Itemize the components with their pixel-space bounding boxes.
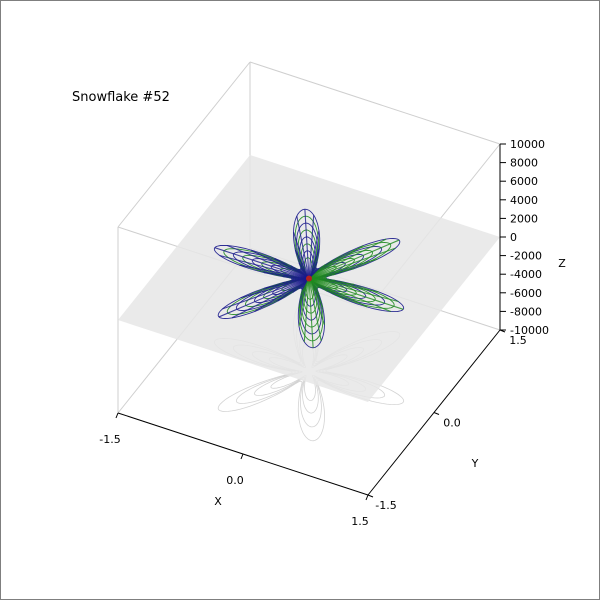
y-tick-label: -1.5 <box>375 499 396 512</box>
y-axis-label: Y <box>471 457 479 470</box>
snowflake-spoke <box>298 278 310 327</box>
y-tick-label: 0.0 <box>443 417 461 430</box>
x-tick-mark <box>240 453 244 460</box>
snowflake-spoke <box>308 278 324 308</box>
z-tick-label: 4000 <box>510 194 538 207</box>
z-tick-label: 8000 <box>510 157 538 170</box>
snowflake-spoke <box>219 254 310 280</box>
box-edge <box>117 61 251 228</box>
z-tick-label: 10000 <box>510 138 545 151</box>
snowflake-spoke <box>308 278 368 308</box>
z-tick-label: -2000 <box>510 250 542 263</box>
snowflake-spoke <box>308 278 326 326</box>
x-tick-label: 0.0 <box>226 474 244 487</box>
box-edge <box>249 61 501 145</box>
snowflake-arms <box>213 208 405 349</box>
x-tick-label: 1.5 <box>351 515 369 528</box>
snowflake-spoke <box>308 245 364 279</box>
z-tick-label: -4000 <box>510 268 542 281</box>
snowflake-spoke <box>308 277 391 313</box>
snowflake-spoke <box>304 209 310 279</box>
snowflake-spoke <box>218 277 310 318</box>
x-tick-mark <box>365 494 369 501</box>
snowflake-spoke <box>308 238 387 279</box>
snowflake-spoke <box>308 277 404 310</box>
tick-labels: -1.50.01.5-1.50.01.5-10000-8000-6000-400… <box>99 138 549 528</box>
y-tick-label: 1.5 <box>509 334 527 347</box>
snowflake-spoke <box>308 247 396 280</box>
snowflake-spoke <box>294 249 310 279</box>
snowflake-spoke <box>239 264 310 280</box>
y-tick-mark <box>367 494 374 498</box>
snowflake-spoke <box>240 277 310 299</box>
x-tick-label: -1.5 <box>99 433 120 446</box>
snowflake-spoke <box>214 247 310 280</box>
z-tick-label: 6000 <box>510 175 538 188</box>
snowflake-spoke <box>222 277 310 310</box>
chart-title: Snowflake #52 <box>72 90 170 105</box>
snowflake-spoke <box>298 278 310 309</box>
snowflake-spoke <box>250 249 310 279</box>
x-tick-mark <box>115 412 119 419</box>
snowflake-spoke <box>308 215 315 279</box>
snowflake-spoke <box>308 239 400 280</box>
z-tick-label: -6000 <box>510 287 542 300</box>
z-tick-label: 2000 <box>510 212 538 225</box>
snowflake-spoke <box>308 278 314 348</box>
snowflake-spoke <box>303 278 310 342</box>
z-tick-label: -8000 <box>510 305 542 318</box>
z-axis-label: Z <box>558 257 566 270</box>
x-axis-label: X <box>214 495 222 508</box>
snowflake-spoke <box>308 278 322 342</box>
snowflake-spoke <box>227 244 310 280</box>
snowflake-spoke <box>296 215 310 279</box>
z-tick-label: -10000 <box>510 324 549 337</box>
snowflake-spoke <box>231 278 310 319</box>
snowflake-spoke <box>308 248 320 279</box>
snowflake-spoke <box>308 258 378 280</box>
snowflake-spoke <box>308 277 379 293</box>
snowflake-spoke <box>308 277 355 285</box>
snowflake-spoke <box>254 278 310 312</box>
z-tick-label: 0 <box>510 231 517 244</box>
snowflake-spoke <box>308 277 399 303</box>
snowflake-spoke <box>292 231 310 279</box>
snowflake-center <box>306 275 312 282</box>
y-tick-mark <box>433 412 440 415</box>
snowflake-spoke <box>308 230 320 279</box>
